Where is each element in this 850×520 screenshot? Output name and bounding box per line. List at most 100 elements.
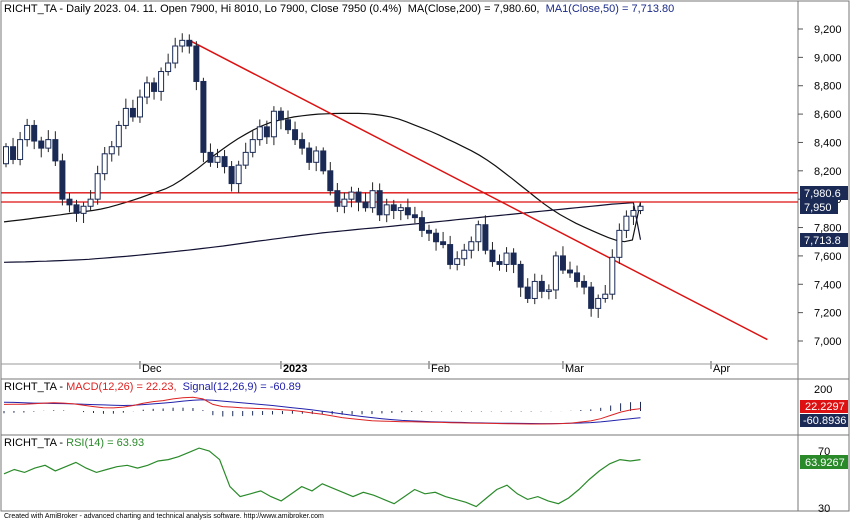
candle-body [299,139,306,149]
candle-body [45,139,52,149]
price-header-text: RICHT_TA - Daily 2023. 04. 11. Open 7900… [4,3,402,15]
candle-body [524,286,531,299]
signal-badge-text: -60.8936 [803,415,846,427]
candle [327,162,334,196]
candle-body [588,286,595,309]
candle-body [334,190,341,207]
price-header: RICHT_TA - Daily 2023. 04. 11. Open 7900… [4,3,674,15]
candle [73,199,80,222]
candle-body [38,140,45,149]
signal-badge [800,414,848,427]
candle-body [552,255,559,291]
candle-body [496,261,503,265]
candle-body [531,280,538,299]
rsi-line [3,447,641,508]
candle-body [630,210,637,217]
candle [10,137,17,165]
candle-body [581,280,588,288]
candle [454,251,461,271]
candle [52,131,59,166]
candle-body [158,71,165,92]
candle-body [151,82,158,92]
date-tick-label: Apr [713,363,730,375]
close-badge [800,200,838,214]
candle-body [193,45,200,82]
price-tick-label: 9,000 [814,52,842,64]
price-tick-label: 8,600 [814,109,842,121]
candle [461,243,468,266]
candle [193,41,200,91]
ma50-line [3,201,642,263]
candle [341,192,348,214]
candle-body [277,110,284,121]
candle [531,273,538,305]
candle-body [440,241,447,246]
candle-body [200,80,207,153]
candle-body [355,191,362,203]
candle-body [433,232,440,243]
rsi-header-prefix: RICHT_TA - [4,437,66,449]
candle [623,210,630,239]
candle [440,231,447,249]
candle [630,205,637,225]
date-tick-label: Feb [431,363,450,375]
candle [496,254,503,271]
candle [538,274,545,299]
trendline-path [188,39,768,341]
candle-body [616,229,623,258]
macd-header: RICHT_TA - MACD(12,26) = 22.23, Signal(1… [4,381,301,393]
candle-body [172,45,179,64]
candle-body [270,110,277,138]
candle [306,142,313,170]
price-tick-label: 7,800 [814,223,842,235]
macd-header-prefix: RICHT_TA - [4,381,66,393]
price-tick-label: 8,800 [814,81,842,93]
candle-body [510,252,517,265]
candle-body [482,224,489,251]
candle [122,98,129,130]
candle-body [87,198,94,207]
candle-body [122,107,129,126]
candle-body [559,255,566,271]
candle-body [306,147,313,163]
candle-body [404,207,411,216]
candle-body [397,207,404,212]
date-tick-label: 2023 [283,363,307,375]
candle [172,37,179,69]
ma200-legend: MA(Close,200) = 7,980.60, [408,3,540,15]
candle [66,193,73,213]
candle-body [517,263,524,288]
candle [433,228,440,251]
trendline [188,39,768,341]
candle [186,34,193,54]
ma50-badge-text: 7,713.8 [804,235,841,247]
candle-body [17,139,24,160]
candle [101,146,108,181]
close-badge-text: 7,950 [804,202,832,214]
candle [94,165,101,205]
candle [581,275,588,295]
candle-body [263,126,270,138]
candle [355,187,362,212]
candle [609,249,616,300]
candle-body [129,107,136,118]
candle [249,131,256,158]
rsi-header: RICHT_TA - RSI(14) = 63.93 [4,437,144,449]
candle [397,203,404,221]
rsi-badge-text: 63.9267 [805,457,845,469]
rsi-legend: RSI(14) = 63.93 [66,437,144,449]
candle [207,143,214,167]
candle-body [454,258,461,265]
price-tick-label: 7,200 [814,308,842,320]
candle [38,136,45,158]
candle-body [136,96,143,118]
candle-body [3,146,9,165]
candle [517,260,524,297]
candle [616,223,623,264]
candle-body [242,151,249,166]
price-badges: 7,980.6 7,950 7,713.8 [800,186,848,247]
ma50-legend: MA1(Close,50) = 7,713.80 [546,3,675,15]
price-tick-label: 8,200 [814,166,842,178]
candle [588,282,595,317]
date-tick-label: Dec [142,363,162,375]
